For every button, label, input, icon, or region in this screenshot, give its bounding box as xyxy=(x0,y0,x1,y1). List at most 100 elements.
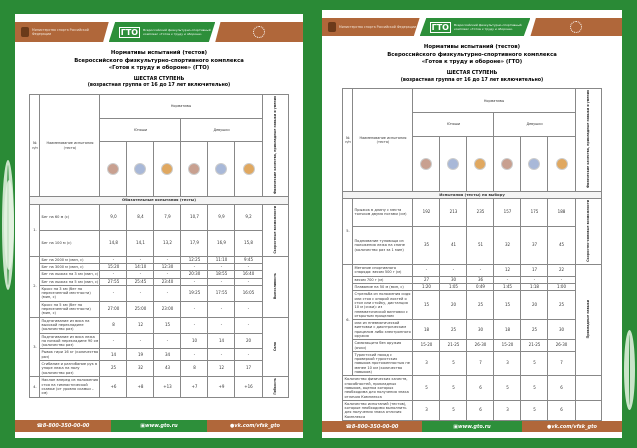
norm-value: 6 xyxy=(466,399,495,422)
totals-row: Количество испытаний (тестов), которые н… xyxy=(342,399,602,422)
table-row: Бег на лыжах на 5 км (мин, с) 27:55 25:45 2… xyxy=(30,277,288,286)
test-name: Туристский поход с проверкой туристских … xyxy=(352,350,414,377)
norm-value: - xyxy=(180,300,209,318)
norm-value: 15 xyxy=(493,290,522,321)
col-num: № п/п xyxy=(342,88,354,192)
col-norms: Нормативы xyxy=(99,94,263,119)
gto-logo: ГТО xyxy=(118,26,141,38)
vk-link[interactable]: ● vk.com/vfsk_gto xyxy=(522,421,622,432)
medal-silver-icon xyxy=(207,141,236,198)
stage-title: ШЕСТАЯ СТУПЕНЬ (возрастная группа от 16 д… xyxy=(400,70,544,83)
test-name: Прыжок в длину с места толчком двумя ног… xyxy=(352,198,414,227)
norm-value: 20 xyxy=(439,290,468,321)
norm-value: 25 xyxy=(547,290,576,321)
norm-value: 192 xyxy=(412,198,441,227)
table-row: 4. Наклон вперед из положения стоя на гим… xyxy=(29,375,289,398)
norms-table: № п/п Наименование испытания (теста) Норма… xyxy=(29,94,289,398)
norm-value: +8 xyxy=(126,375,155,398)
table-row: Кросс на 5 км (бег по пересеченной местн… xyxy=(30,300,288,318)
norm-value: 16:05 xyxy=(234,284,263,302)
norm-value: 14,8 xyxy=(99,229,128,257)
table-row: Бег на 100 м (с) 14,8 14,1 13,2 17,9 16,9 15,8 xyxy=(30,229,288,257)
norm-value: 9,2 xyxy=(234,203,263,231)
norm-value: - xyxy=(234,300,263,318)
norm-value: - xyxy=(520,275,549,285)
norm-value: 21-25 xyxy=(439,339,468,352)
norm-value: - xyxy=(207,316,236,334)
quality-category: Скоростно-силовые возможности xyxy=(574,197,602,266)
phone-link[interactable]: ☎ 8-800-350-00-00 xyxy=(15,420,111,432)
test-name: Поднимание туловища из положения лежа на… xyxy=(352,225,414,266)
norms-page-1: Министерство спорта Российской Федерации… xyxy=(15,14,303,438)
test-name: Подтягивание из виса на высокой переклад… xyxy=(39,316,101,334)
norm-value: 188 xyxy=(547,198,576,227)
medal-gold-icon xyxy=(234,141,263,198)
norm-value: 19 xyxy=(126,348,155,361)
norm-value: 45 xyxy=(547,225,576,266)
medal-bronze-icon xyxy=(412,135,441,192)
vk-link[interactable]: ● vk.com/vfsk_gto xyxy=(207,420,303,432)
medal-gold-icon xyxy=(466,135,495,192)
norm-value: - xyxy=(99,270,128,279)
norm-value: 25:00 xyxy=(126,300,155,318)
norm-value: - xyxy=(99,284,128,302)
site-link[interactable]: ▣ www.gto.ru xyxy=(422,421,522,432)
table-row: Бег на лыжах на 3 км (мин, с) - - -20:30 18:… xyxy=(30,270,288,279)
phone-link[interactable]: ☎ 8-800-350-00-00 xyxy=(322,421,422,432)
table-row: Подтягивание из виса лежа на низкой пере… xyxy=(30,332,288,350)
test-number: 5. xyxy=(342,197,354,266)
test-number: 3. xyxy=(29,316,41,377)
emblem-icon xyxy=(21,27,29,37)
site-link[interactable]: ▣ www.gto.ru xyxy=(111,420,207,432)
norm-value: 18 xyxy=(493,319,522,341)
norm-value: - xyxy=(412,264,441,277)
norm-value: 3 xyxy=(493,399,522,422)
norm-value: 15-20 xyxy=(493,339,522,352)
norm-value: 5 xyxy=(520,350,549,377)
norms-page-2: Министерство спорта Российской Федерации… xyxy=(322,10,622,438)
norm-value: 5 xyxy=(520,375,549,401)
norm-value: 7 xyxy=(547,350,576,377)
norm-value: 5 xyxy=(439,399,468,422)
norm-value: 23:00 xyxy=(153,300,182,318)
decor-rings xyxy=(624,330,635,410)
norm-value: 20:30 xyxy=(180,270,209,279)
table-row: Туристский поход с проверкой туристских … xyxy=(343,350,601,377)
norm-value: - xyxy=(439,264,468,277)
document-title: Нормативы испытаний (тестов) Всероссийско… xyxy=(387,44,557,66)
norm-value: 0:49 xyxy=(466,282,495,292)
norm-value: 37 xyxy=(520,225,549,266)
norm-value: +9 xyxy=(207,375,236,398)
norm-value: 14 xyxy=(99,348,128,361)
col-name: Наименование испытания (теста) xyxy=(39,94,101,198)
norm-value: 12 xyxy=(207,360,236,377)
table-row: или из пневматической винтовки с диоптри… xyxy=(343,319,601,341)
table-row: Бег на 3000 м (мин, с) 15:20 14:10 12:30- - - xyxy=(30,262,288,272)
col-norms: Нормативы xyxy=(412,88,576,114)
norm-value: 5 xyxy=(520,399,549,422)
norm-value: 19:25 xyxy=(180,284,209,302)
norm-value: 1:18 xyxy=(520,282,549,292)
norm-value: 8 xyxy=(180,360,209,377)
norm-value: 3 xyxy=(412,399,441,422)
norm-value: 18 xyxy=(412,319,441,341)
norm-value: - xyxy=(234,348,263,361)
gto-logo: ГТО xyxy=(429,21,451,33)
norm-value: - xyxy=(180,348,209,361)
star-logo-icon xyxy=(570,21,583,34)
test-name: Бег на 100 м (с) xyxy=(39,229,101,257)
test-name: Метание спортивного снаряда: весом 500 г… xyxy=(352,264,414,277)
norm-value: 11:10 xyxy=(207,255,236,264)
norm-value: - xyxy=(99,332,128,350)
table-row: Стрельба из положения сидя или стоя с оп… xyxy=(343,290,601,321)
norm-value: 20 xyxy=(520,290,549,321)
norm-value: 20 xyxy=(234,332,263,350)
norm-value: 1:20 xyxy=(412,282,441,292)
norm-value: 22 xyxy=(547,264,576,277)
test-name: или из пневматической винтовки с диоптри… xyxy=(352,319,414,341)
norm-value: - xyxy=(234,277,263,286)
test-number: 2. xyxy=(29,255,41,318)
norm-value: - xyxy=(126,270,155,279)
section-title: Обязательные испытания (тесты) xyxy=(29,196,289,205)
norm-value: - xyxy=(99,255,128,264)
